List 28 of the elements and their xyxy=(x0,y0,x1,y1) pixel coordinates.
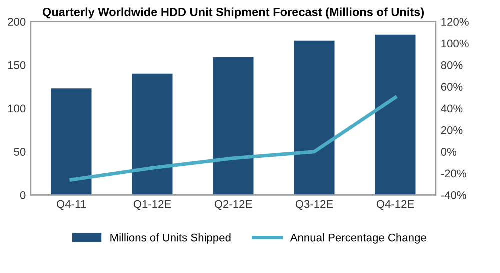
bar xyxy=(213,57,254,196)
y2-tick-label: -20% xyxy=(441,170,466,178)
y2-tick-label: 100% xyxy=(442,40,469,48)
y2-tick-label: 60% xyxy=(441,83,463,91)
x-tick-label: Q4-12E xyxy=(376,200,414,210)
bar xyxy=(294,40,335,196)
y2-tick-label: 0% xyxy=(441,148,457,156)
bar xyxy=(375,34,416,196)
y-tick-label: 100 xyxy=(8,104,26,113)
legend-label: Millions of Units Shipped xyxy=(110,234,231,244)
y2-tick-label: -40% xyxy=(441,191,466,200)
y2-tick-label: 120% xyxy=(442,18,469,26)
y-tick-label: 50 xyxy=(14,148,26,156)
y-tick-label: 150 xyxy=(8,61,26,70)
x-tick-label: Q1-12E xyxy=(134,200,172,210)
legend-label: Annual Percentage Change xyxy=(290,234,426,244)
x-tick-label: Q3-12E xyxy=(296,200,334,210)
y2-tick-label: 20% xyxy=(441,126,463,134)
y2-tick-label: 40% xyxy=(441,104,463,113)
x-tick-label: Q4-11 xyxy=(56,200,86,210)
y-tick-label: 0 xyxy=(20,191,26,200)
x-tick-label: Q2-12E xyxy=(214,200,252,210)
y-tick-label: 200 xyxy=(8,18,26,26)
chart-title: Quarterly Worldwide HDD Unit Shipment Forecast (Millions of Units) xyxy=(42,8,424,19)
line-series xyxy=(70,96,398,182)
bar xyxy=(132,74,173,196)
bar xyxy=(51,88,92,196)
y2-tick-label: 80% xyxy=(441,61,463,70)
